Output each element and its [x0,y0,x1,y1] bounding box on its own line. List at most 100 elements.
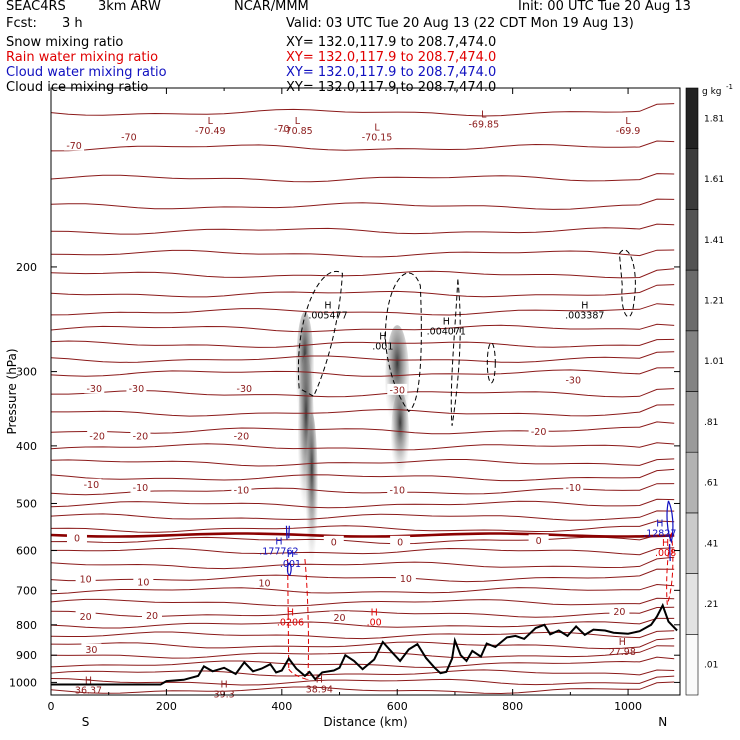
isotherm-label-bg [231,430,252,442]
y-tick-label: 900 [16,649,37,662]
cloud-water-contour [286,562,292,576]
isotherm-label: -30 [129,384,145,395]
isotherm-label-bg [130,481,151,493]
freezing-level-line [51,532,675,538]
isotherm-label: 30 [85,645,97,656]
isotherm-label-bg [75,573,96,585]
field-cloudwater-name: Cloud water mixing ratio [6,65,167,80]
x-tick-label: 200 [156,700,177,713]
extremum-mark: L [625,116,631,127]
extremum-value: .177762 [259,546,298,557]
extremum-mark: L [208,116,214,127]
isotherm-label: -20 [531,427,547,438]
extremum-value: .005477 [308,311,347,322]
isotherm-label-bg [234,382,255,394]
isotherm-line [51,520,675,533]
extremum-mark: L [481,109,487,120]
colorbar-tick-label: 1.81 [704,114,724,124]
isotherm-label: -30 [87,384,103,395]
extremum-value: -70.85 [282,126,313,137]
isotherm-label-bg [387,383,408,395]
colorbar-tick-label: .61 [704,479,718,489]
isotherm-label: -10 [84,480,100,491]
isotherm-label: -10 [133,483,149,494]
isotherm-label-bg [133,576,154,588]
colorbar-tick-label: 1.61 [704,175,724,185]
isotherm-line [51,103,675,117]
terrain-line [51,602,678,686]
isotherm-line [51,284,675,298]
extremum-mark: H [443,317,450,328]
isotherm-label: 20 [80,612,92,623]
x-end-label-south: S [82,715,90,729]
isotherm-line [51,656,675,669]
header-project: SEAC4RS [6,0,66,14]
extremum-value: .00 [367,618,382,629]
isotherm-label: -10 [565,483,581,494]
y-tick-label: 400 [16,440,37,453]
isotherm-label: -30 [237,384,253,395]
extremum-value: 27.98 [609,647,636,658]
cloud-water-contour [666,500,674,562]
colorbar-segment [685,451,699,514]
isotherm-label: -70 [121,133,137,144]
colorbar-tick-label: 1.01 [704,357,724,367]
header-init: Init: 00 UTC Tue 20 Aug 13 [518,0,691,14]
isotherm-line [51,323,675,333]
extremum-mark: H [656,519,663,530]
field-cloudwater-xy: XY= 132.0,117.9 to 208.7,474.0 [286,65,497,80]
extremum-value: .001 [280,559,301,570]
isotherm-label-bg [323,535,344,547]
isotherm-label: -20 [234,432,250,443]
isotherm-line [51,268,675,279]
extremum-mark: H [287,549,294,560]
isotherm-line [51,468,675,482]
isotherm-label: 10 [80,575,92,586]
colorbar-segment [685,330,699,392]
header-org: NCAR/MMM [234,0,309,14]
isotherm-label: 0 [74,534,80,545]
isotherm-label-bg [387,484,408,496]
isotherm-label-bg [87,430,108,442]
header-model: 3km ARW [98,0,161,14]
isotherm-line [51,249,675,258]
isotherm-label-bg [81,478,102,490]
isotherm-label-bg [563,374,584,386]
colorbar-segment [685,391,699,453]
isotherm-line [51,498,675,509]
cloud-water-contour [285,525,290,540]
extremum-mark: H [371,608,378,619]
isotherm-label-bg [329,611,350,623]
extremum-value: -69.85 [468,119,499,130]
isotherm-label-bg [130,430,151,442]
isotherm-line [51,421,675,435]
isotherm-line [51,303,675,316]
extremum-mark: H [316,674,323,685]
isotherm-label-bg [64,139,85,151]
isotherm-line [51,442,675,451]
colorbar-tick-label: .21 [704,600,718,610]
header-valid: Valid: 03 UTC Tue 20 Aug 13 (22 CDT Mon … [286,16,634,31]
snow-contour-dashed [618,249,636,318]
isotherm-label-bg [390,535,411,547]
isotherm-label-bg [254,576,275,588]
extremum-mark: H [287,608,294,619]
field-snow-xy: XY= 132.0,117.9 to 208.7,474.0 [286,35,497,50]
isotherm-line [51,510,675,521]
isotherm-line [51,173,675,183]
isotherm-label: 20 [146,611,158,622]
isotherm-label: -20 [89,432,105,443]
colorbar-tick-label: .01 [704,661,718,671]
y-tick-label: 1000 [9,676,37,689]
extremum-mark: H [85,676,92,687]
colorbar-segment [685,269,699,332]
extremum-value: 36.37 [75,686,102,697]
isotherm-line [51,583,675,595]
extremum-value: .12827 [643,529,676,540]
snow-contour-dashed [450,279,461,426]
colorbar-tick-label: 1.41 [704,236,724,246]
isotherm-line [51,669,675,677]
isotherm-label: 0 [536,536,542,547]
field-snow-name: Snow mixing ratio [6,35,124,50]
colorbar-unit: g kg [702,87,722,97]
